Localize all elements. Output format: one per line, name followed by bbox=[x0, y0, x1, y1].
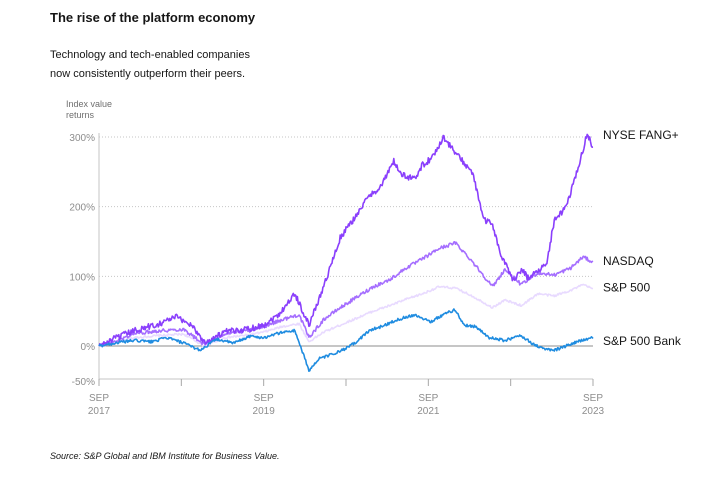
subtitle-line-1: Technology and tech-enabled companies bbox=[50, 49, 250, 61]
chart-subtitle: Technology and tech-enabled companies no… bbox=[50, 46, 370, 84]
series-label: S&P 500 Bank bbox=[603, 334, 682, 348]
x-tick-year: 2017 bbox=[88, 406, 111, 417]
series-line bbox=[98, 308, 594, 373]
series-line bbox=[98, 283, 594, 348]
axes: 300% 200% 100% 0% -50% SEP 2017 SEP 2019 SEP 2021 S… bbox=[69, 133, 605, 417]
source-note: Source: S&P Global and IBM Institute for… bbox=[50, 451, 280, 461]
y-tick-label: -50% bbox=[72, 377, 95, 388]
series-line bbox=[98, 241, 594, 347]
series-labels: NYSE FANG+ NASDAQ S&P 500 S&P 500 Bank bbox=[603, 128, 682, 348]
series-lines bbox=[98, 133, 594, 373]
x-tick-year: 2021 bbox=[417, 406, 440, 417]
series-label: NYSE FANG+ bbox=[603, 128, 679, 142]
x-tick-month: SEP bbox=[254, 393, 274, 404]
y-axis-title: Index value returns bbox=[66, 99, 146, 121]
chart-title: The rise of the platform economy bbox=[50, 10, 256, 25]
y-axis-title-line-2: returns bbox=[66, 110, 95, 120]
y-tick-label: 200% bbox=[69, 203, 95, 214]
y-tick-label: 0% bbox=[81, 342, 96, 353]
x-tick-month: SEP bbox=[418, 393, 438, 404]
series-line bbox=[98, 133, 594, 347]
series-label: NASDAQ bbox=[603, 254, 654, 268]
x-tick-year: 2023 bbox=[582, 406, 605, 417]
x-tick-month: SEP bbox=[583, 393, 603, 404]
x-tick-year: 2019 bbox=[253, 406, 276, 417]
y-tick-label: 300% bbox=[69, 133, 95, 144]
grid-lines bbox=[99, 136, 593, 347]
y-tick-label: 100% bbox=[69, 272, 95, 283]
series-label: S&P 500 bbox=[603, 280, 650, 294]
subtitle-line-2: now consistently outperform their peers. bbox=[50, 68, 246, 80]
x-tick-month: SEP bbox=[89, 393, 109, 404]
y-axis-title-line-1: Index value bbox=[66, 99, 113, 109]
